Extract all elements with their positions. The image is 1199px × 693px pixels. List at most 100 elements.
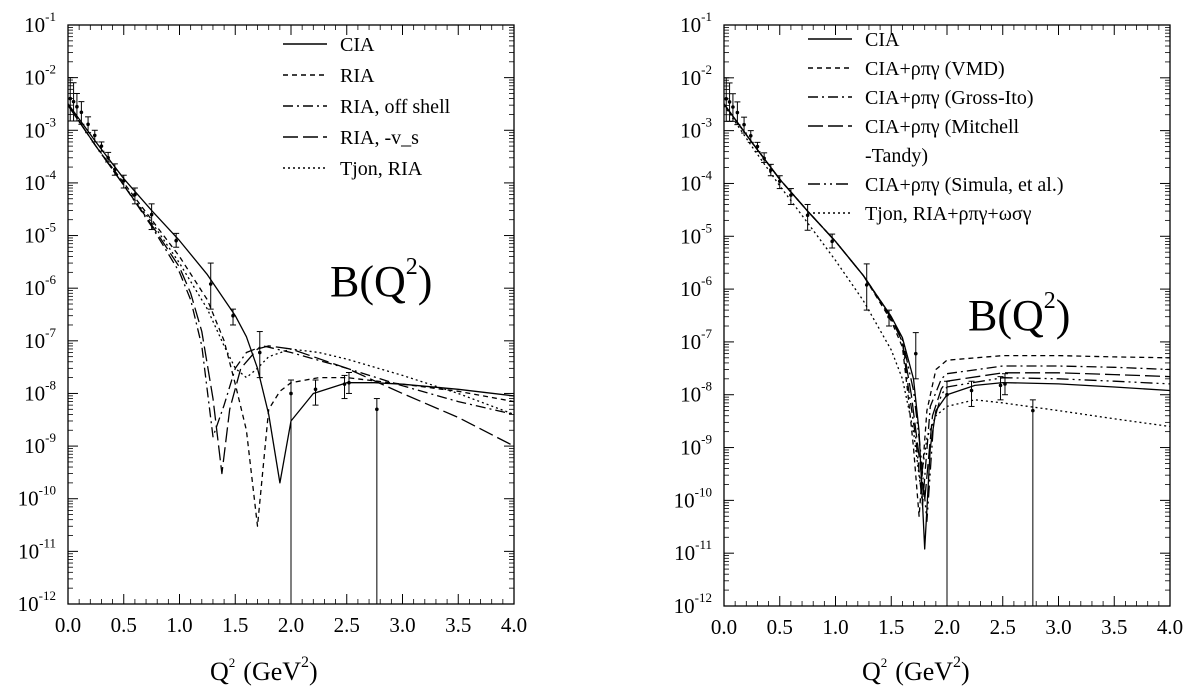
- x-tick-label: 2.5: [334, 613, 360, 637]
- data-marker: [313, 387, 318, 392]
- legend-label-0: CIA: [340, 34, 375, 56]
- data-marker: [731, 105, 735, 109]
- y-tick-label: 10-5: [24, 220, 56, 248]
- x-tick-label: 1.0: [166, 613, 192, 637]
- legend-label-2: RIA, off shell: [340, 96, 451, 118]
- y-tick-base: 10: [24, 66, 45, 90]
- data-marker: [99, 144, 104, 148]
- x-tick-label: 0.0: [711, 615, 737, 639]
- series-line-3: [68, 104, 514, 475]
- data-marker: [913, 351, 918, 356]
- data-point: [312, 379, 319, 406]
- data-marker: [106, 155, 110, 160]
- data-point: [98, 141, 105, 152]
- annotation-base: B(Q: [330, 257, 406, 306]
- series-line-4: [68, 104, 514, 416]
- x-axis-title-unit: (GeV: [895, 657, 953, 686]
- plot-area: [68, 77, 514, 604]
- data-marker: [174, 238, 178, 243]
- y-tick-exponent: -8: [701, 379, 712, 394]
- y-tick-base: 10: [680, 277, 701, 301]
- data-marker: [864, 283, 869, 287]
- data-point: [804, 203, 811, 231]
- y-tick-label: 10-4: [680, 167, 712, 195]
- x-tick-label: 0.0: [55, 613, 81, 637]
- y-tick-label: 10-9: [24, 430, 56, 458]
- x-tick-label: 3.0: [389, 613, 415, 637]
- y-tick-base: 10: [680, 13, 701, 37]
- x-axis-title-base: Q: [210, 657, 229, 686]
- y-tick-base: 10: [680, 66, 701, 90]
- y-tick-label: 10-6: [24, 272, 56, 300]
- legend-label-0: CIA: [865, 29, 900, 51]
- data-point: [78, 101, 85, 125]
- annotation-close: ): [418, 257, 433, 306]
- y-tick-exponent: -11: [695, 537, 712, 552]
- data-marker: [789, 193, 793, 197]
- x-tick-label: 2.0: [278, 613, 304, 637]
- data-marker: [133, 192, 137, 197]
- data-marker: [727, 100, 732, 104]
- x-axis-title-exp: 2: [881, 655, 888, 670]
- y-tick-exponent: -12: [695, 590, 712, 605]
- x-axis-title-close: ): [961, 657, 970, 686]
- y-tick-exponent: -5: [701, 220, 712, 235]
- legend-label-4: CIA+ρπγ (Simula, et al.): [865, 174, 1064, 196]
- data-marker: [724, 97, 729, 101]
- legend-label-3: RIA, -v_s: [340, 127, 419, 149]
- series-line-2: [68, 104, 514, 438]
- data-marker: [86, 122, 90, 127]
- data-point: [345, 372, 352, 394]
- data-point: [829, 233, 836, 249]
- y-tick-exponent: -1: [701, 9, 712, 24]
- y-tick-label: 10-8: [24, 377, 56, 405]
- data-point: [207, 262, 214, 310]
- y-tick-label: 10-1: [24, 9, 56, 37]
- data-marker: [75, 104, 79, 109]
- data-marker: [769, 168, 773, 172]
- y-tick-exponent: -6: [701, 273, 712, 288]
- y-tick-base: 10: [24, 434, 45, 458]
- legend-label-2: CIA+ρπγ (Gross-Ito): [865, 87, 1034, 109]
- data-marker: [257, 350, 262, 355]
- y-tick-base: 10: [680, 330, 701, 354]
- data-marker: [742, 122, 746, 127]
- x-tick-label: 1.5: [878, 615, 904, 639]
- data-marker: [113, 167, 117, 172]
- y-tick-base: 10: [674, 488, 695, 512]
- x-tick-label: 3.0: [1045, 615, 1071, 639]
- data-marker: [231, 313, 235, 318]
- y-tick-base: 10: [24, 381, 45, 405]
- data-point: [373, 398, 380, 604]
- data-point: [741, 116, 748, 134]
- y-tick-exponent: -9: [701, 432, 712, 447]
- panel-annotation: B(Q2): [330, 254, 432, 306]
- data-point: [787, 188, 794, 205]
- data-point: [944, 380, 950, 606]
- data-point: [73, 92, 80, 122]
- x-tick-label: 4.0: [501, 613, 527, 637]
- x-axis-title-close: ): [309, 657, 318, 686]
- x-axis-title-exp: 2: [301, 654, 309, 671]
- y-tick-label: 10-1: [680, 9, 712, 37]
- data-marker: [735, 110, 740, 115]
- y-tick-exponent: -12: [39, 588, 56, 603]
- data-point: [747, 130, 754, 143]
- x-axis-title-exp: 2: [953, 654, 961, 671]
- y-tick-exponent: -10: [39, 483, 56, 498]
- data-marker: [68, 96, 73, 101]
- data-marker: [375, 407, 379, 412]
- x-tick-label: 0.5: [767, 615, 793, 639]
- data-point: [85, 116, 92, 134]
- y-tick-label: 10-10: [674, 484, 712, 512]
- y-tick-exponent: -2: [701, 62, 712, 77]
- data-point: [230, 308, 237, 326]
- series-line-4: [724, 103, 1170, 523]
- y-tick-exponent: -11: [39, 535, 56, 550]
- data-marker: [755, 144, 760, 149]
- legend-label-5: Tjon, RIA+ρπγ+ωσγ: [865, 203, 1032, 225]
- x-tick-label: 1.0: [822, 615, 848, 639]
- data-point: [1001, 373, 1008, 396]
- y-tick-base: 10: [24, 13, 45, 37]
- x-axis-title: Q2 (GeV2): [862, 654, 970, 686]
